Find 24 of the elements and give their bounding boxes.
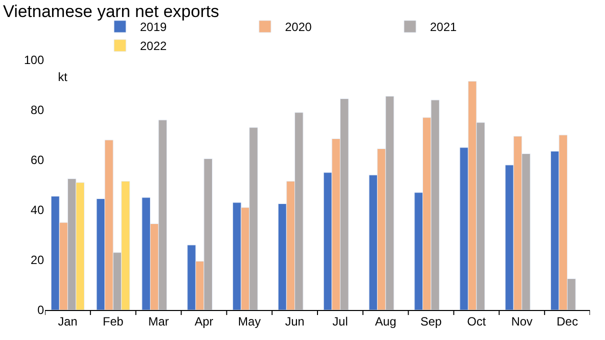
chart-title: Vietnamese yarn net exports [3,2,220,21]
x-tick-label: Mar [148,314,169,328]
x-tick-label: Jan [58,314,78,328]
legend-label: 2022 [140,39,168,54]
legend-label: 2021 [430,20,458,34]
x-tick-label: Oct [467,314,486,328]
x-tick-label: Sep [420,314,442,328]
x-tick-label: Nov [511,314,533,328]
x-tick-label: Apr [194,314,214,328]
y-tick-label: 100 [24,53,44,68]
x-tick-label: May [238,314,261,328]
x-tick-label: Aug [374,314,396,328]
x-tick-label: Jun [285,314,304,328]
legend-label: 2020 [285,20,312,34]
legend-label: 2019 [140,20,168,34]
x-tick-label: Jul [332,314,348,328]
y-tick-label: 0 [37,303,44,318]
x-tick-label: Dec [556,314,578,328]
y-tick-label: 60 [30,153,44,168]
x-tick-label: Feb [102,314,124,328]
y-tick-label: 40 [30,203,44,218]
y-tick-label: 80 [30,103,44,118]
y-axis-title: kt [58,70,68,84]
y-tick-label: 20 [30,253,44,268]
